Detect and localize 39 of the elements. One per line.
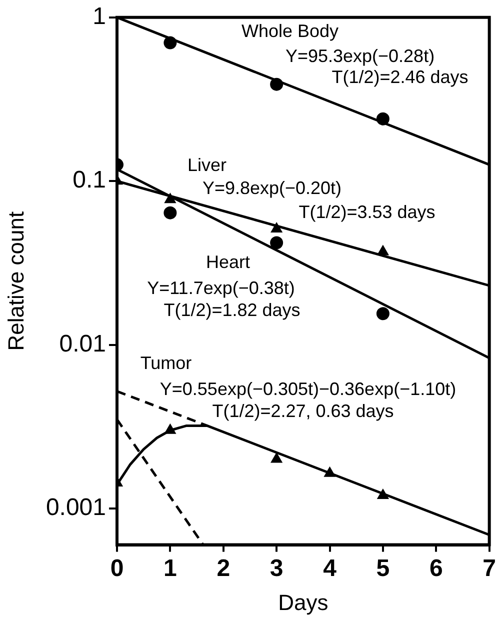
point	[376, 112, 390, 126]
point	[324, 466, 336, 477]
annotation: Y=0.55exp(−0.305t)−0.36exp(−1.10t)	[160, 378, 456, 399]
x-tick-label: 6	[429, 554, 443, 582]
x-tick-label: 3	[270, 554, 284, 582]
x-tick-label: 1	[164, 554, 177, 582]
point	[376, 307, 390, 320]
x-tick-label: 5	[376, 554, 390, 582]
y-tick-label: 0.1	[72, 166, 106, 194]
x-axis-title: Days	[278, 590, 328, 615]
point	[164, 36, 177, 50]
point	[270, 236, 284, 250]
annotation: Whole Body	[241, 20, 339, 41]
x-tick-label: 0	[110, 554, 124, 582]
point	[377, 245, 389, 256]
annotation: T(1/2)=1.82 days	[164, 300, 300, 320]
annotation: T(1/2)=2.46 days	[332, 66, 468, 87]
point	[377, 489, 389, 500]
y-tick-label: 0.01	[59, 330, 106, 358]
y-tick-label: 0.001	[46, 494, 106, 522]
annotation: Y=95.3exp(−0.28t)	[285, 46, 435, 66]
annotation: Y=11.7exp(−0.38t)	[147, 278, 295, 298]
y-axis-title: Relative count	[3, 211, 28, 351]
annotation: Heart	[206, 252, 250, 272]
annotation: Y=9.8exp(−0.20t)	[202, 178, 342, 198]
annotation: Tumor	[140, 352, 192, 373]
y-tick-label: 1	[92, 3, 106, 30]
point	[164, 193, 176, 204]
x-tick-label: 4	[323, 554, 338, 582]
point	[270, 222, 282, 232]
annotation: T(1/2)=3.53 days	[298, 202, 436, 222]
point	[270, 78, 284, 91]
annotation: T(1/2)=2.27, 0.63 days	[212, 400, 394, 421]
point	[164, 424, 176, 434]
point	[164, 206, 177, 220]
point	[270, 452, 282, 463]
x-tick-label: 2	[216, 554, 230, 582]
x-tick-label: 7	[482, 554, 496, 582]
annotation: Liver	[187, 154, 227, 175]
